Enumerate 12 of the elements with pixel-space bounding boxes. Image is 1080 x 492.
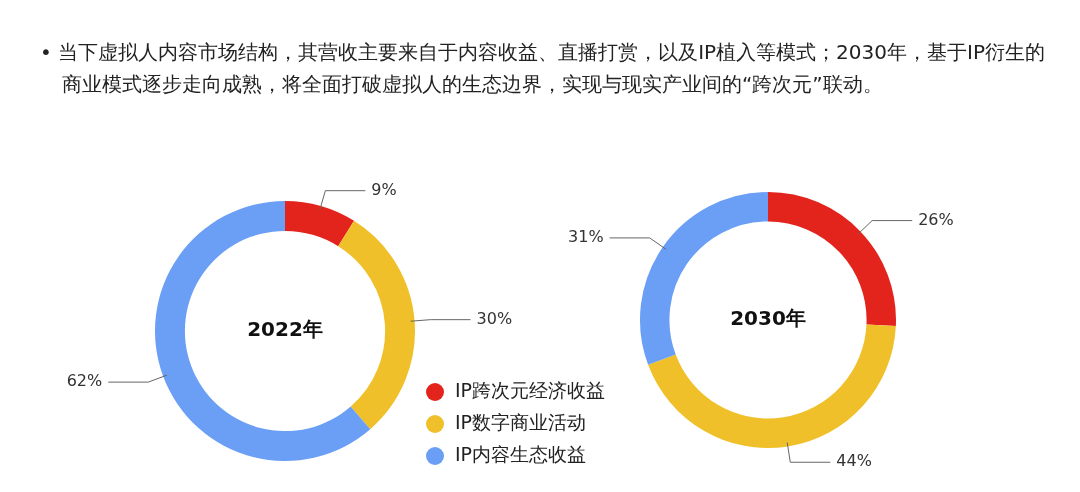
legend-label: IP数字商业活动: [455, 410, 587, 433]
data-label: 26%: [918, 209, 954, 229]
text: 2022年: [247, 317, 323, 342]
data-label: 9%: [371, 179, 397, 199]
legend-label: IP跨次元经济收益: [455, 378, 606, 401]
legend-label: IP内容生态收益: [455, 442, 587, 465]
text: • 当下虚拟人内容市场结构，其营收主要来自于内容收益、直播打赏，以及IP植入等模式；2030年，基于IP衍生的商业模式逐步走向成熟，将全面打破虚拟人的生态边界，实现与现实产业间的“跨次元”联动。: [40, 39, 1046, 98]
data-label: 31%: [568, 227, 604, 247]
data-label: 30%: [476, 308, 513, 328]
text: 2030年: [730, 306, 806, 331]
data-label: 44%: [836, 451, 872, 471]
data-label: 62%: [66, 371, 103, 391]
